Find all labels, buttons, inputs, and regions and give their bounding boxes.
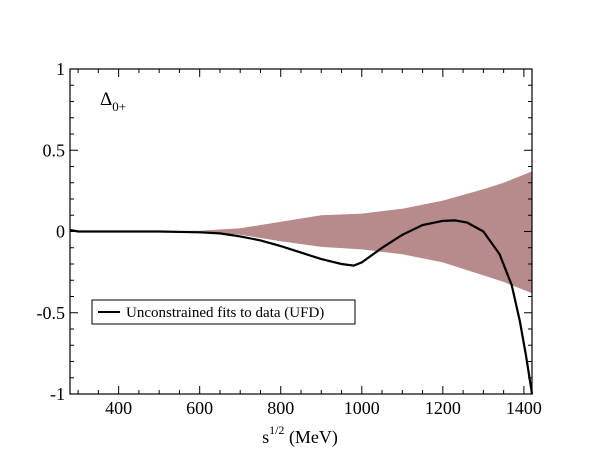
series-line-ufd [69,219,534,395]
y-tick-label: 0.5 [43,140,66,160]
y-tick-label: 0 [56,222,65,242]
y-tick-label: -1 [50,384,65,404]
legend-box [91,299,356,325]
ticks-layer [70,68,532,395]
x-tick-label: 800 [267,398,294,418]
y-tick-label: -0.5 [37,303,66,323]
x-tick-label: 400 [105,398,132,418]
legend-label: Unconstrained fits to data (UFD) [126,305,324,321]
x-axis-title: s1/2 (MeV) [262,423,338,448]
y-tick-label: 1 [56,59,65,79]
x-tick-label: 1000 [344,398,380,418]
series-layer [69,219,534,395]
legend: Unconstrained fits to data (UFD) [91,299,356,325]
x-tick-label: 600 [186,398,213,418]
tick-labels-layer: 400 600 800 1000 1200 1400 -1 -0.5 0 0.5 1 [37,59,542,418]
uncertainty-band-layer [70,171,532,294]
x-tick-label: 1200 [425,398,461,418]
uncertainty-band [70,171,532,294]
x-tick-label: 1400 [506,398,542,418]
delta-annotation: Δ0+ [100,89,126,114]
